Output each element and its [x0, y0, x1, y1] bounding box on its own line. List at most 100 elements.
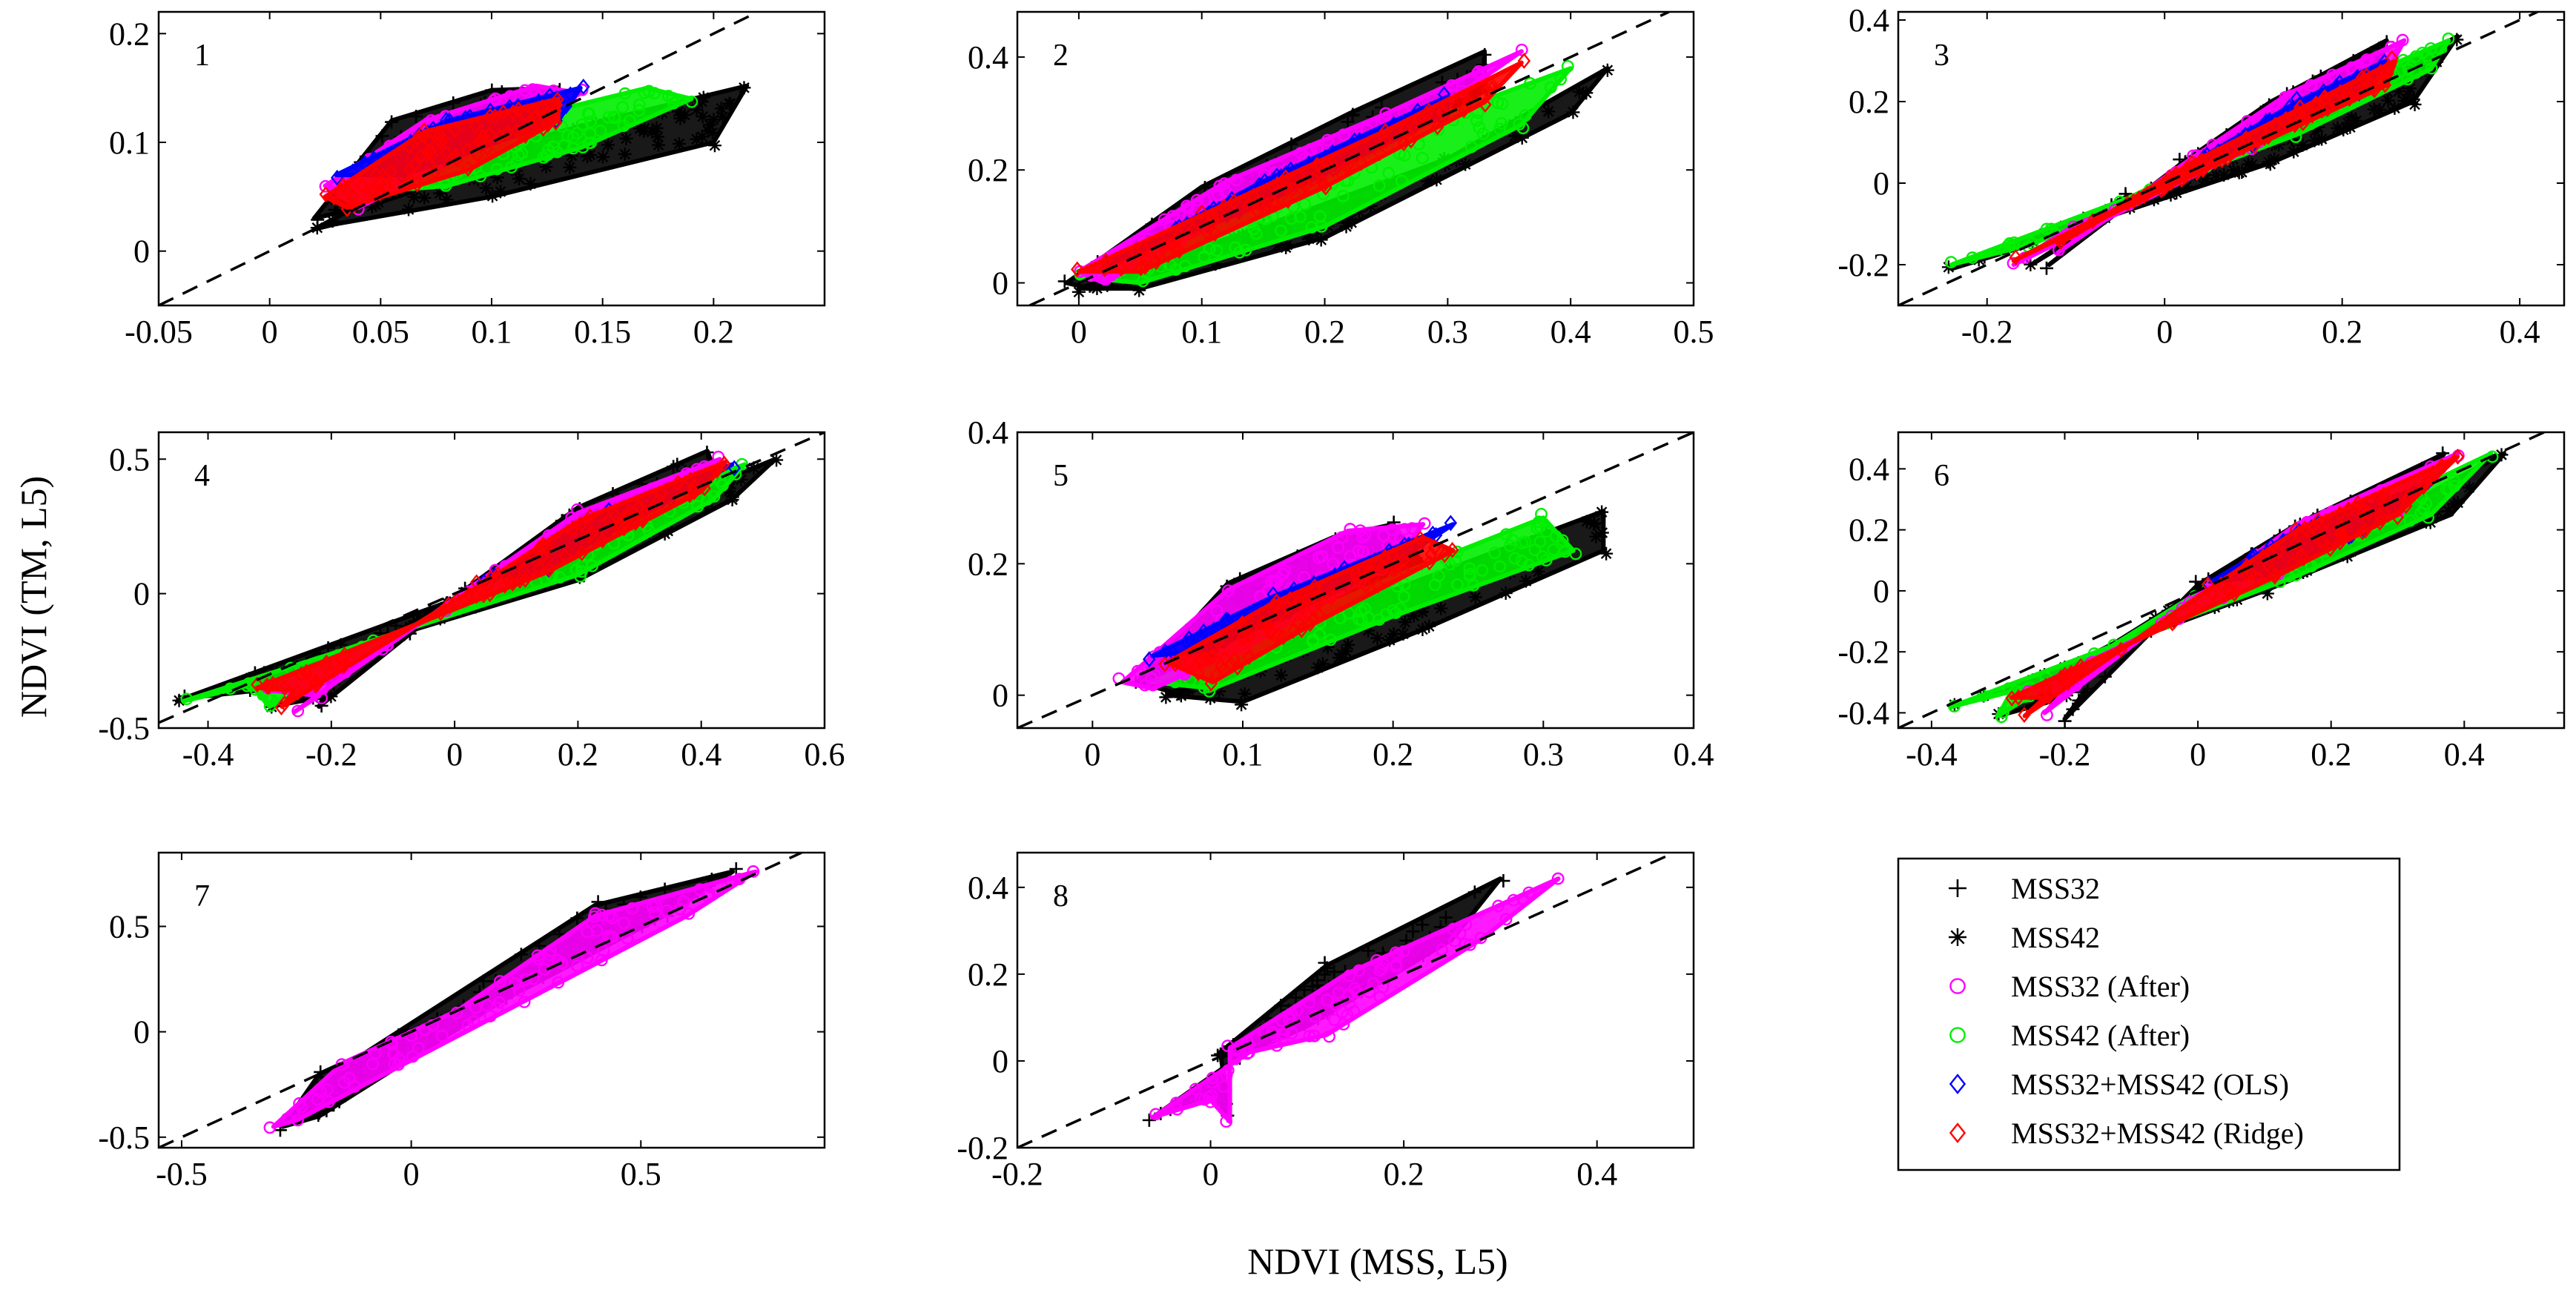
- y-tick-label: -0.5: [98, 1120, 150, 1156]
- reference-line: [159, 12, 759, 305]
- series-ridge: [1158, 530, 1459, 692]
- x-tick-label: 0: [403, 1156, 420, 1192]
- series-mss32-after: [263, 865, 760, 1134]
- x-tick-label: 0: [1071, 314, 1087, 350]
- x-tick-label: 0.2: [2322, 314, 2362, 350]
- x-tick-label: 0.2: [2311, 736, 2351, 773]
- legend-label: MSS42 (After): [2011, 1019, 2190, 1052]
- x-tick-label: 0.1: [472, 314, 512, 350]
- x-tick-label: 0: [2190, 736, 2206, 773]
- panel-8: -0.2 0 0.2 0.4 -0.2 0 0.2 0.4 8: [957, 851, 1695, 1192]
- x-tick-label: -0.2: [1961, 314, 2013, 350]
- reference-line: [1898, 12, 2538, 305]
- y-tick-label: 0.4: [968, 870, 1008, 906]
- x-tick-label: 0.2: [1384, 1156, 1424, 1192]
- series-ridge: [2009, 50, 2399, 265]
- x-tick-label: -0.2: [306, 736, 357, 773]
- x-tick-label: -0.05: [125, 314, 193, 350]
- legend-entry-mss32-after: MSS32 (After): [1949, 970, 2190, 1003]
- y-tick-label: 0: [992, 1043, 1008, 1080]
- legend: MSS32 MSS42 MSS32 (After) MSS42 (After) MSS3…: [1897, 857, 2401, 1171]
- panel-4-points: [172, 446, 784, 718]
- y-tick-label: 0: [992, 265, 1008, 302]
- reference-line: [159, 853, 802, 1148]
- panel-number: 7: [194, 879, 210, 913]
- panels: -0.05 0 0.05 0.1 0.15 0.200.10.210 0.1 0.2 0.3 0.…: [98, 2, 2566, 1192]
- panel-2: 0 0.1 0.2 0.3 0.4 0.5 0 0.2 0.4 2: [968, 10, 1714, 350]
- y-tick-label: -0.2: [1837, 634, 1889, 670]
- panel-5-points: [1112, 505, 1614, 712]
- panel-1-points: [310, 79, 751, 235]
- reference-line: [1017, 432, 1694, 728]
- x-axis-label: NDVI (MSS, L5): [1247, 1240, 1507, 1282]
- panel-number: 8: [1053, 879, 1069, 913]
- x-tick-label: 0.3: [1427, 314, 1468, 350]
- x-tick-label: 0.4: [1674, 736, 1714, 773]
- plot-frame: [157, 851, 826, 1149]
- y-tick-label: 0: [1873, 165, 1889, 202]
- plot-frame: [157, 431, 826, 730]
- x-tick-label: 0.4: [2444, 736, 2485, 773]
- y-axis-label: NDVI (TM, L5): [13, 476, 54, 718]
- reference-line: [1898, 432, 2545, 728]
- plot-frame: [1016, 10, 1695, 307]
- y-tick-label: 0.1: [109, 125, 150, 161]
- x-tick-label: 0.2: [558, 736, 598, 773]
- y-tick-label: -0.2: [1837, 247, 1889, 283]
- legend-label: MSS32: [2011, 872, 2100, 905]
- y-tick-label: 0.2: [968, 546, 1008, 582]
- panel-2-points: [1057, 43, 1614, 299]
- x-tick-label: 0.4: [2500, 314, 2540, 350]
- series-ridge: [319, 91, 564, 217]
- series-ridge: [1071, 53, 1531, 278]
- x-tick-label: 0.5: [621, 1156, 661, 1192]
- legend-entry-ridge: MSS32+MSS42 (Ridge): [1949, 1117, 2304, 1150]
- legend-label: MSS32 (After): [2011, 970, 2190, 1003]
- plot-frame: [1897, 431, 2566, 730]
- x-tick-label: 0.5: [1674, 314, 1714, 350]
- x-tick-label: 0.2: [1373, 736, 1413, 773]
- panel-number: 4: [194, 459, 210, 493]
- series-ridge: [2005, 449, 2465, 724]
- x-tick-label: -0.5: [156, 1156, 208, 1192]
- panel-1: -0.05 0 0.05 0.1 0.15 0.2 0 0.1 0.2 1: [109, 10, 826, 350]
- legend-label: MSS42: [2011, 921, 2100, 954]
- y-tick-label: 0.5: [109, 909, 150, 945]
- series-ridge: [251, 455, 731, 716]
- plot-frame: [1897, 10, 2566, 307]
- legend-entry-mss32: MSS32: [1949, 872, 2100, 905]
- y-tick-label: 0.4: [968, 414, 1008, 451]
- panel-4: -0.4 -0.2 0 0.2 0.4 0.6 -0.5 0 0.5 4: [98, 431, 845, 773]
- x-tick-label: 0.2: [693, 314, 734, 350]
- legend-label: MSS32+MSS42 (Ridge): [2011, 1117, 2304, 1150]
- y-tick-label: 0.2: [968, 956, 1008, 993]
- x-tick-label: 0.1: [1223, 736, 1264, 773]
- legend-entry-mss42: MSS42: [1949, 921, 2100, 954]
- y-tick-label: 0.2: [109, 16, 150, 52]
- panel-6: -0.4 -0.2 0 0.2 0.4 -0.4 -0.2 0 0.2 0.4 6: [1837, 431, 2566, 773]
- x-tick-label: -0.4: [1906, 736, 1958, 773]
- legend-label: MSS32+MSS42 (OLS): [2011, 1068, 2289, 1101]
- x-tick-label: 0: [1203, 1156, 1219, 1192]
- panel-3-points: [1941, 32, 2464, 275]
- x-tick-label: 0.1: [1181, 314, 1222, 350]
- panel-number: 6: [1934, 459, 1949, 493]
- y-tick-label: 0: [133, 1014, 150, 1051]
- y-tick-label: 0.2: [1849, 84, 1889, 120]
- panel-5: 0 0.1 0.2 0.3 0.4 0 0.2 0.4 5: [968, 414, 1714, 773]
- plot-frame: [1016, 851, 1695, 1149]
- point-cloud: [1150, 876, 1561, 1124]
- y-tick-label: 0: [133, 576, 150, 612]
- y-tick-label: 0.4: [1849, 451, 1889, 487]
- x-tick-label: 0: [446, 736, 463, 773]
- y-tick-label: 0.4: [1849, 2, 1889, 39]
- reference-line: [159, 432, 825, 724]
- panel-8-points: [1142, 872, 1565, 1128]
- x-tick-label: 0.4: [1550, 314, 1591, 350]
- panel-number: 1: [194, 39, 210, 73]
- x-tick-label: 0.3: [1523, 736, 1564, 773]
- x-tick-label: -0.2: [2039, 736, 2091, 773]
- y-tick-label: -0.5: [98, 710, 150, 747]
- panel-3: -0.2 0 0.2 0.4 -0.2 0 0.2 0.4 3: [1837, 2, 2566, 350]
- y-tick-label: 0.2: [1849, 512, 1889, 549]
